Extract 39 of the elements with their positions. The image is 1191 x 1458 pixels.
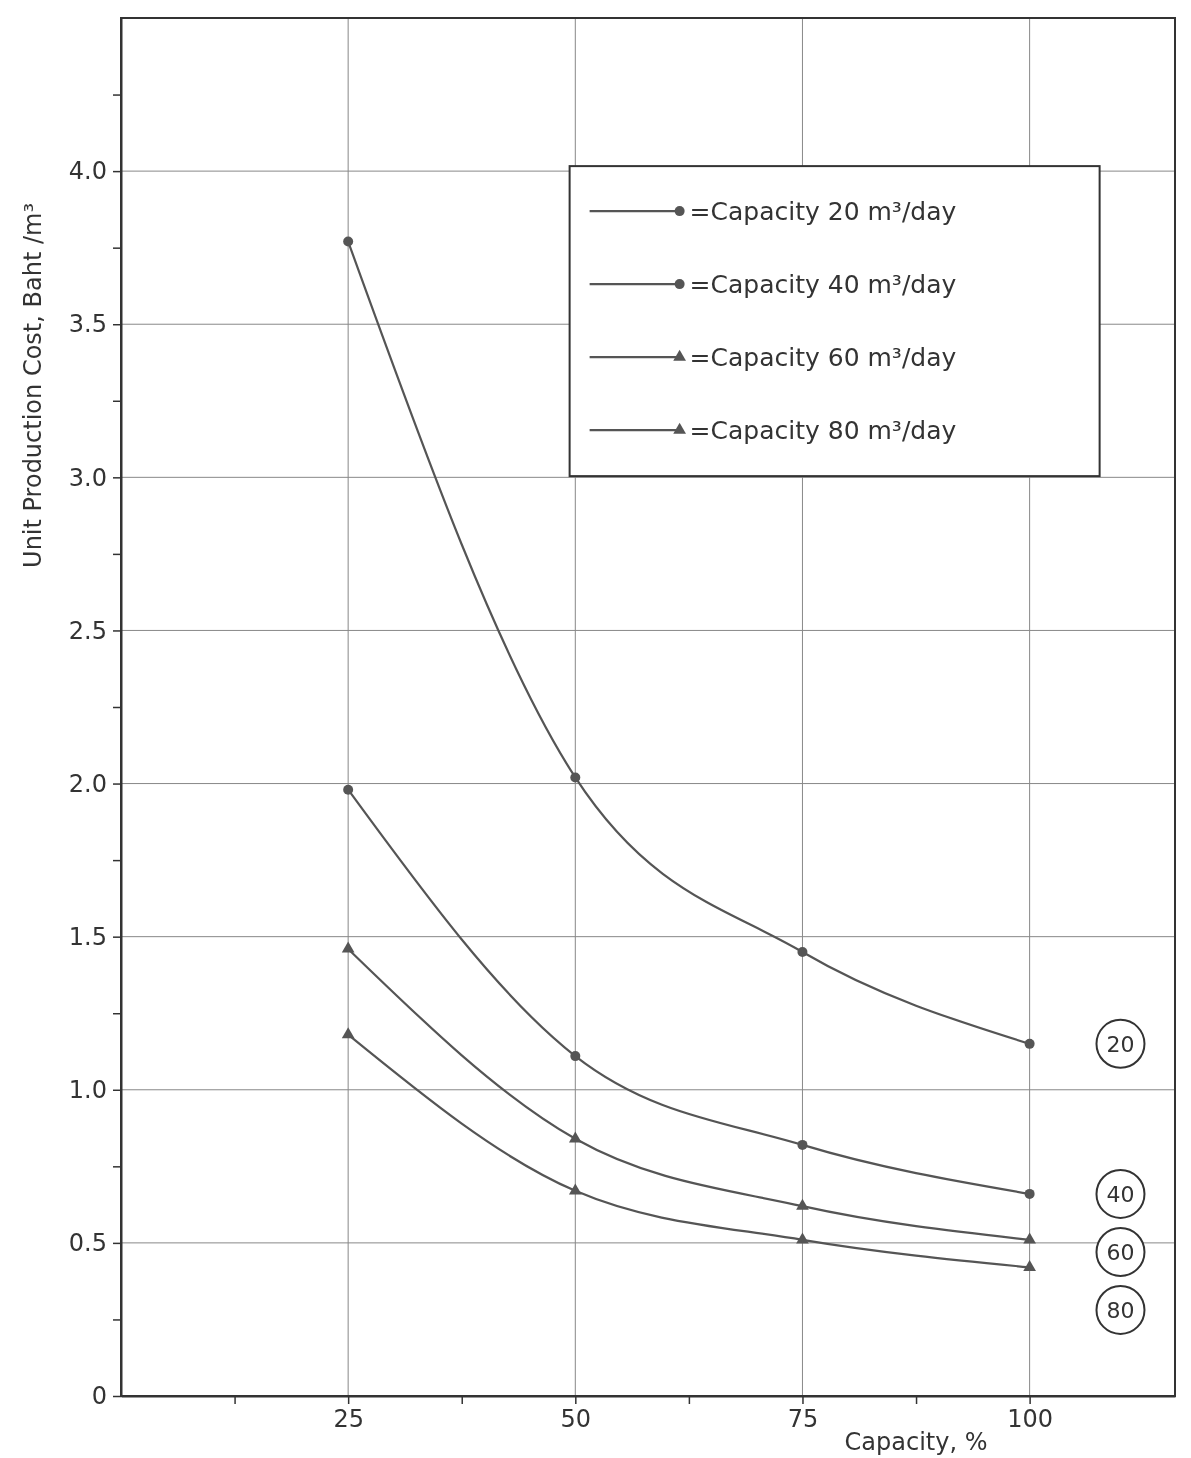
point [341,1027,355,1039]
point [570,1051,581,1062]
point [796,1198,809,1210]
point [797,1139,808,1150]
y-axis-title: Unit Production Cost, Baht /m³ [19,203,47,568]
x-tick-label: 50 [560,1405,592,1434]
y-tick-label: 1.5 [68,922,107,951]
point [341,941,355,953]
annotation: 20 [1106,1031,1135,1057]
point [568,1131,582,1143]
annotation: 60 [1106,1239,1135,1265]
annotation: 80 [1106,1297,1135,1323]
x-tick-label: 75 [787,1405,819,1434]
point [1023,1260,1036,1272]
point [570,772,581,783]
legend-label: =Capacity 20 m³/day [689,196,957,226]
y-tick-label: 4.0 [68,157,107,186]
y-tick-label: 0.5 [68,1229,107,1258]
point [1023,1232,1036,1244]
legend-label: =Capacity 60 m³/day [689,342,957,372]
legend-label: =Capacity 40 m³/day [689,269,957,299]
x-axis-title: Capacity, % [844,1428,988,1456]
x-tick-label: 100 [1007,1405,1054,1434]
point [1024,1188,1035,1199]
y-tick-label: 2.5 [68,616,107,645]
point [343,784,354,795]
y-tick-label: 1.0 [68,1075,107,1104]
point [797,946,808,957]
point [796,1232,809,1244]
y-tick-label: 3.0 [68,463,107,492]
point [568,1183,582,1195]
y-tick-label: 0 [91,1382,107,1411]
annotation: 40 [1106,1181,1135,1207]
y-tick-label: 3.5 [68,310,107,339]
y-tick-label: 2.0 [68,769,107,798]
point [1024,1038,1035,1049]
point [343,236,354,247]
x-tick-label: 25 [333,1405,364,1434]
legend-label: =Capacity 80 m³/day [689,415,957,445]
